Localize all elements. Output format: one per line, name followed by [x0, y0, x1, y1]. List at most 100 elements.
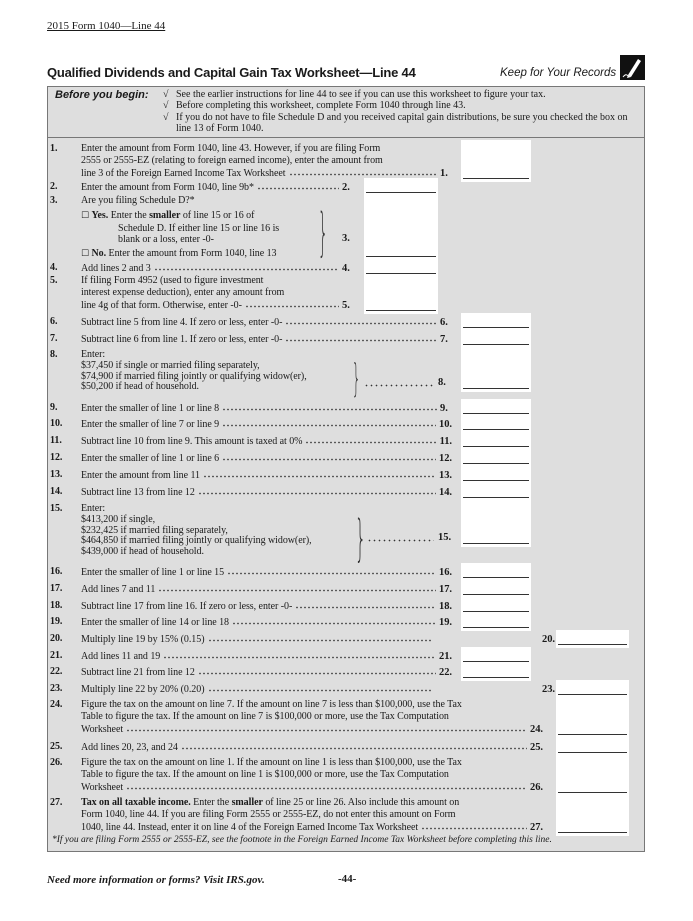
- line-reference-label: 17.: [439, 584, 452, 595]
- line-reference-label: 10.: [439, 419, 452, 430]
- text: Add lines 7 and 11: [81, 584, 156, 595]
- amount-field-line-19[interactable]: [461, 613, 531, 631]
- dot-leader: [227, 566, 437, 575]
- before-you-begin-item: If you do not have to file Schedule D an…: [176, 112, 628, 134]
- line-number: 23.: [50, 683, 63, 694]
- entry-underline: [463, 177, 529, 179]
- line-reference-label: 3.: [342, 233, 350, 244]
- amount-field-line-11[interactable]: [461, 432, 531, 450]
- text: Subtract line 17 from line 16. If zero o…: [81, 601, 293, 612]
- before-you-begin-item: Before completing this worksheet, comple…: [176, 100, 466, 111]
- line-text-row: Enter the smaller of line 7 or line 9 10.: [81, 418, 452, 431]
- entry-underline: [463, 344, 529, 345]
- worksheet-line-22: 22. Subtract line 21 from line 12 22.: [50, 666, 452, 679]
- check-icon: √: [163, 100, 169, 111]
- amount-field-line-5[interactable]: [364, 272, 438, 314]
- yes-text: smaller: [149, 209, 181, 221]
- entry-underline: [558, 644, 627, 645]
- line-reference-label: 25.: [530, 742, 543, 753]
- text: line 3 of the Foreign Earned Income Tax …: [81, 167, 286, 179]
- dot-leader: [285, 316, 437, 325]
- worksheet-line-20: 20. Multiply line 19 by 15% (0.15) 20.: [50, 633, 555, 646]
- line-text-row: Multiply line 19 by 15% (0.15) 20.: [81, 633, 555, 646]
- line-text-row: Enter the amount from Form 1040, line 43…: [81, 143, 381, 154]
- amount-field-line-9[interactable]: [461, 399, 531, 417]
- line-reference-label: 18.: [439, 601, 452, 612]
- entry-underline: [463, 327, 529, 328]
- text: Subtract line 5 from line 4. If zero or …: [81, 317, 283, 328]
- amount-field-line-18[interactable]: [461, 597, 531, 615]
- line-text-row: Subtract line 10 from line 9. This amoun…: [81, 435, 452, 448]
- line-text: Enter the smaller of line 1 or line 6 12.: [81, 452, 452, 465]
- yes-checkbox[interactable]: ☐: [81, 210, 90, 221]
- amount-field-line-8[interactable]: [461, 346, 531, 393]
- worksheet-line-14: 14. Subtract line 13 from line 12 14.: [50, 486, 452, 499]
- worksheet-line-15: 15. Enter: $413,200 if single, $232,425 if …: [50, 503, 452, 558]
- worksheet-line-5: 5. If filing Form 4952 (used to figure in…: [50, 275, 354, 311]
- line-text-row: Worksheet 26.: [81, 780, 543, 794]
- line-reference-label: 19.: [439, 617, 452, 628]
- amount-field-line-3[interactable]: [364, 192, 438, 260]
- worksheet-line-1: 1. Enter the amount from Form 1040, line …: [50, 143, 452, 179]
- amount-field-line-27[interactable]: [556, 794, 629, 836]
- dot-leader: [207, 683, 432, 692]
- amount-field-line-22[interactable]: [461, 663, 531, 681]
- amount-field-line-17[interactable]: [461, 580, 531, 598]
- text: of line 25 or line 26. Also include this…: [262, 797, 460, 808]
- amount-field-line-2[interactable]: [364, 178, 438, 196]
- keep-for-records-note: Keep for Your Records: [500, 67, 617, 79]
- amount-field-line-6[interactable]: [461, 313, 531, 331]
- amount-field-line-13[interactable]: [461, 466, 531, 484]
- line-text: Subtract line 10 from line 9. This amoun…: [81, 435, 452, 448]
- amount-field-line-12[interactable]: [461, 449, 531, 467]
- amount-field-line-24[interactable]: [556, 696, 629, 738]
- line-number: 9.: [50, 402, 58, 413]
- amount-field-line-21[interactable]: [461, 647, 531, 665]
- worksheet-line-21: 21. Add lines 11 and 19 21.: [50, 650, 452, 663]
- entry-underline: [463, 388, 529, 390]
- amount-field-line-4[interactable]: [364, 259, 438, 277]
- amount-field-line-14[interactable]: [461, 483, 531, 501]
- amount-field-line-1[interactable]: [461, 140, 531, 182]
- line-reference-label: 26.: [530, 781, 543, 793]
- line-text: Enter the amount from line 11 13.: [81, 469, 452, 482]
- line-text: Multiply line 22 by 20% (0.20) 23.: [81, 683, 555, 696]
- amount-field-line-7[interactable]: [461, 330, 531, 348]
- line-number: 25.: [50, 741, 63, 752]
- line-reference-label: 23.: [542, 684, 555, 695]
- line-text-row: Add lines 2 and 3 4.: [81, 262, 354, 275]
- worksheet-line-12: 12. Enter the smaller of line 1 or line 6…: [50, 452, 452, 465]
- brace: }: [352, 356, 361, 401]
- text: Worksheet: [81, 723, 124, 735]
- amount-field-line-10[interactable]: [461, 415, 531, 433]
- worksheet-line-17: 17. Add lines 7 and 11 17.: [50, 583, 452, 596]
- worksheet-line-24: 24. Figure the tax on the amount on line …: [50, 699, 543, 735]
- entry-underline: [463, 480, 529, 481]
- line-reference-label: 27.: [530, 821, 543, 833]
- line-number: 22.: [50, 666, 63, 677]
- entry-underline: [463, 497, 529, 498]
- amount-field-line-15[interactable]: [461, 500, 531, 547]
- amount-field-line-23[interactable]: [556, 680, 629, 698]
- line-text-row: Table to figure the tax. If the amount o…: [81, 710, 449, 722]
- dot-leader: [305, 435, 437, 444]
- line-text-row: Enter:: [81, 503, 106, 514]
- dot-leader: [421, 820, 528, 830]
- amount-field-line-25[interactable]: [556, 738, 629, 756]
- line-number: 4.: [50, 262, 58, 273]
- line-number: 11.: [50, 435, 62, 446]
- text: Add lines 2 and 3: [81, 263, 151, 274]
- help-footer: Need more information or forms? Visit IR…: [47, 874, 265, 886]
- entry-underline: [463, 577, 529, 578]
- amount-field-line-20[interactable]: [556, 630, 629, 648]
- amount-field-line-16[interactable]: [461, 563, 531, 581]
- amount-field-line-26[interactable]: [556, 754, 629, 796]
- no-checkbox[interactable]: ☐: [81, 249, 90, 260]
- dot-leader: [285, 333, 437, 342]
- line-text-row: 1040, line 44. Instead, enter it on line…: [81, 820, 543, 834]
- line-number: 16.: [50, 566, 63, 577]
- entry-underline: [463, 413, 529, 414]
- line-text-row: Are you filing Schedule D?*: [81, 195, 195, 206]
- line-text: Enter: $413,200 if single, $232,425 if mar…: [81, 503, 452, 558]
- worksheet-line-2: 2. Enter the amount from Form 1040, line …: [50, 181, 354, 194]
